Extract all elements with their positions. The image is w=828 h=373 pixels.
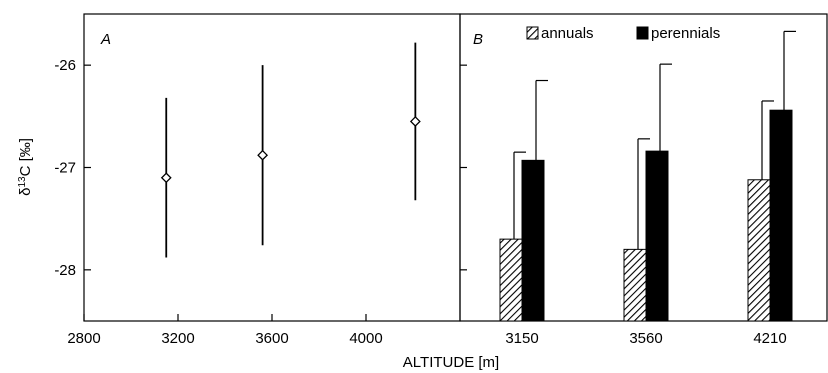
y-tick-label: -27 — [54, 160, 76, 177]
legend-label-annuals: annuals — [541, 25, 594, 42]
legend-swatch-annuals — [526, 26, 539, 40]
panel-a-frame — [83, 13, 461, 322]
panel-a-label: A — [100, 31, 111, 48]
x-tick-label: 4210 — [753, 330, 786, 347]
legend-label-perennials: perennials — [651, 25, 720, 42]
data-point — [160, 172, 172, 184]
x-tick-label: 3200 — [161, 330, 194, 347]
bar-perennials — [645, 150, 669, 322]
x-axis-title: ALTITUDE [m] — [403, 354, 499, 371]
legend: annuals perennials — [526, 25, 720, 42]
bar-annuals — [623, 248, 647, 322]
x-tick-label: 3600 — [255, 330, 288, 347]
x-tick-label: 4000 — [349, 330, 382, 347]
panel-a: -26 -27 -28 2800 3200 3600 4000 — [54, 42, 421, 347]
bar-annuals — [499, 238, 523, 322]
y-tick-label: -26 — [54, 57, 76, 74]
bar-perennials — [521, 159, 545, 322]
bar-perennials — [769, 109, 793, 322]
panel-b-label: B — [473, 31, 483, 48]
data-point — [409, 116, 421, 127]
legend-swatch-perennials — [636, 26, 649, 40]
y-axis-title: δ13C [‰] — [17, 138, 35, 196]
y-tick-label: -28 — [54, 262, 76, 279]
x-tick-label: 3560 — [629, 330, 662, 347]
x-tick-label: 2800 — [67, 330, 100, 347]
panel-b: 3150 3560 4210 — [460, 30, 796, 347]
bar-annuals — [747, 179, 771, 322]
data-point — [257, 149, 269, 161]
x-tick-label: 3150 — [505, 330, 538, 347]
